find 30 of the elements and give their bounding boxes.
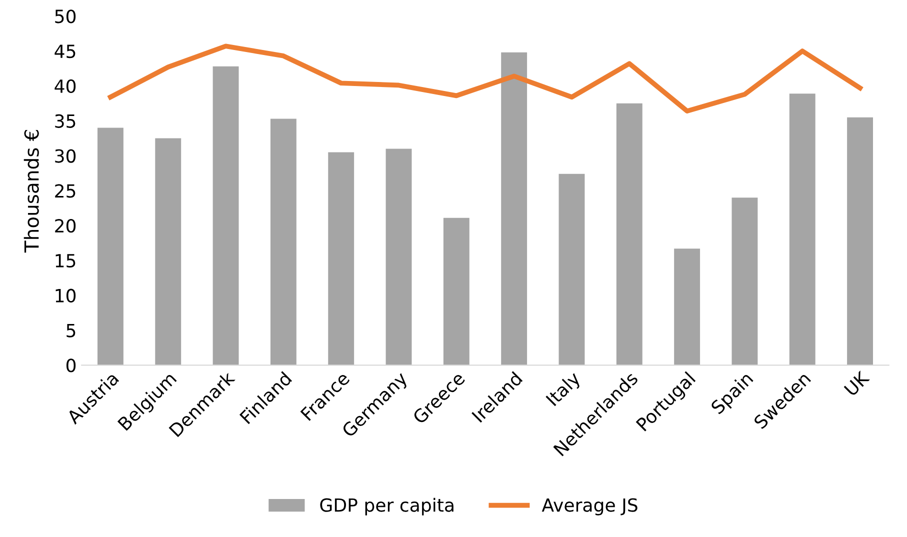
bar [847, 117, 874, 366]
bar [558, 174, 585, 366]
y-tick-label: 20 [55, 219, 76, 233]
bar [501, 52, 528, 366]
x-tick-label: UK [844, 370, 870, 397]
y-tick-label: 25 [55, 184, 76, 198]
line-series [108, 44, 862, 114]
bar [97, 128, 124, 366]
y-tick-label: 15 [56, 254, 76, 268]
y-tick-label: 45 [54, 44, 76, 58]
y-tick-label: 50 [55, 10, 76, 24]
bar [616, 103, 642, 366]
y-tick-label: 30 [55, 149, 76, 163]
legend-label: GDP per capita [320, 498, 454, 516]
legend-label: Average JS [542, 498, 638, 516]
y-tick-label: 0 [66, 358, 76, 372]
bar [328, 152, 354, 366]
y-tick-label: 35 [55, 114, 76, 128]
y-tick-label: 5 [66, 324, 76, 338]
bar [443, 218, 470, 366]
bar [386, 148, 412, 366]
bar [732, 198, 758, 366]
bar [270, 118, 296, 366]
y-axis-title: Thousands € [24, 130, 39, 253]
y-tick-label: 10 [56, 288, 76, 302]
bar [212, 66, 239, 366]
y-tick-label: 40 [54, 79, 76, 94]
bar [155, 138, 182, 366]
bar [674, 248, 700, 366]
bar [789, 94, 816, 366]
